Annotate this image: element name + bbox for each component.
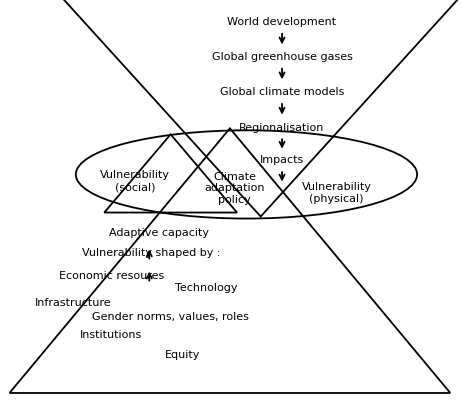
Text: Infrastructure: Infrastructure — [35, 298, 112, 308]
Text: Climate
adaptation
policy: Climate adaptation policy — [204, 172, 265, 205]
Text: Technology: Technology — [175, 283, 237, 292]
Text: Vulnerability shaped by :: Vulnerability shaped by : — [82, 249, 221, 258]
Text: World development: World development — [228, 17, 337, 27]
Text: Global climate models: Global climate models — [220, 87, 344, 97]
Text: Economic resoures: Economic resoures — [59, 271, 164, 281]
Text: Vulnerability
(physical): Vulnerability (physical) — [301, 182, 372, 204]
Text: Adaptive capacity: Adaptive capacity — [109, 228, 209, 237]
Text: Institutions: Institutions — [80, 330, 143, 340]
Text: Regionalisation: Regionalisation — [239, 123, 325, 132]
Text: Equity: Equity — [165, 350, 200, 360]
Text: Global greenhouse gases: Global greenhouse gases — [211, 52, 353, 62]
Text: Gender norms, values, roles: Gender norms, values, roles — [92, 312, 249, 322]
Text: Vulnerability
(social): Vulnerability (social) — [100, 170, 170, 192]
Text: Impacts: Impacts — [260, 156, 304, 165]
